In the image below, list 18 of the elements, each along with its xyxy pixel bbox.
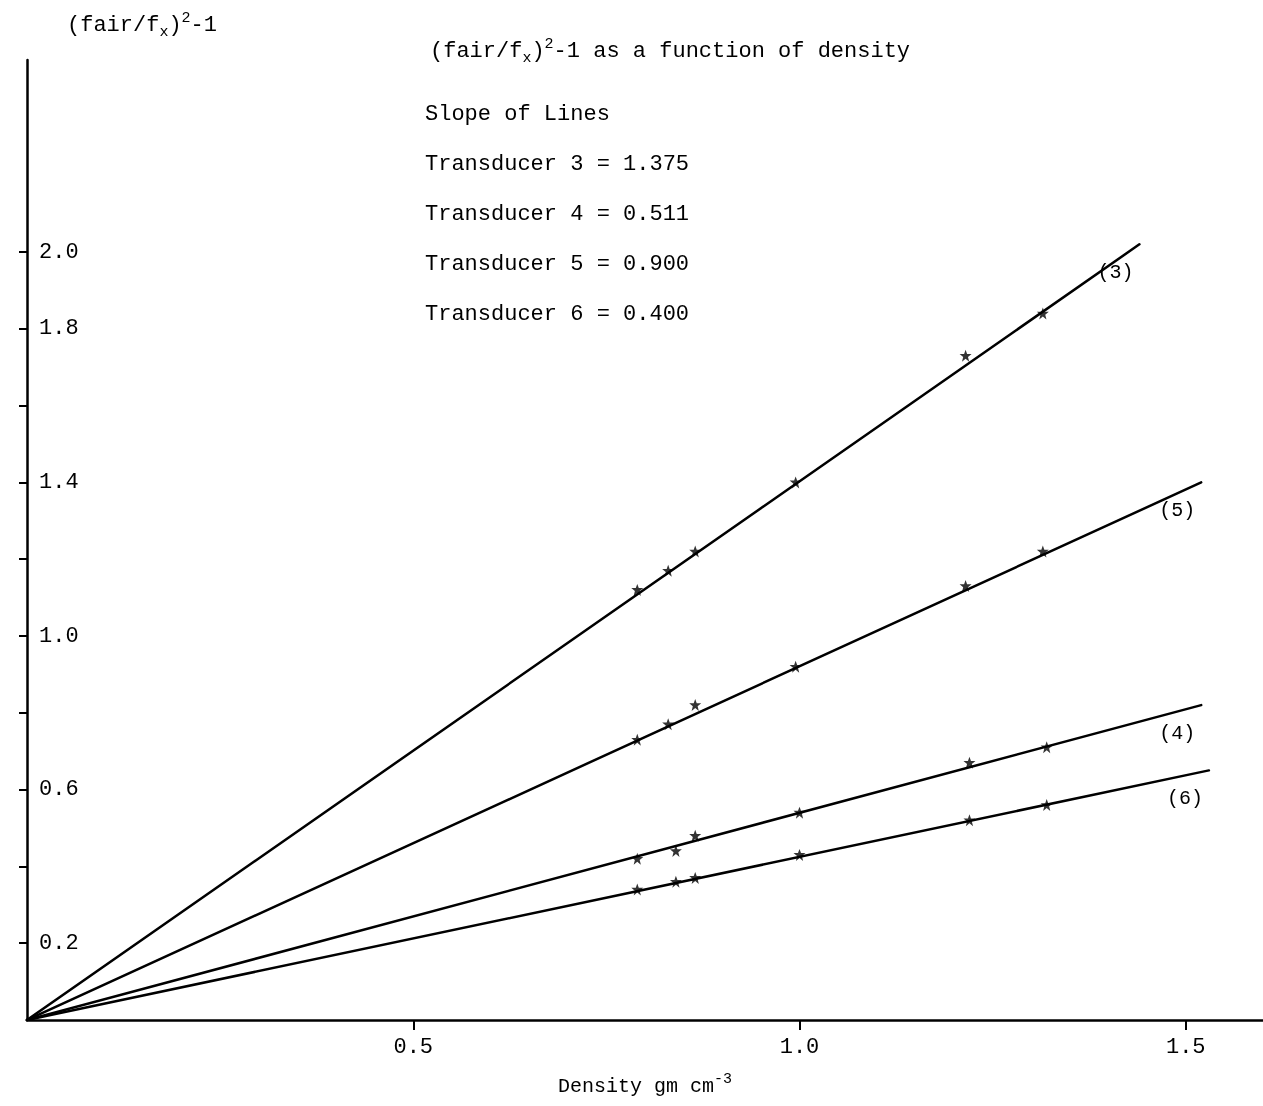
- y-tick-label: 2.0: [39, 239, 79, 265]
- annotation: Transducer 5 = 0.900: [425, 251, 690, 277]
- y-tick-label: 0.6: [39, 777, 79, 803]
- y-tick-label: 1.8: [39, 316, 79, 342]
- annotation: Transducer 4 = 0.511: [425, 201, 690, 227]
- series-label: (3): [1097, 260, 1134, 284]
- series-label: (5): [1159, 498, 1196, 522]
- series-label: (6): [1166, 786, 1203, 810]
- y-tick-label: 1.4: [39, 469, 79, 495]
- x-tick-label: 1.0: [779, 1034, 820, 1060]
- annotation: Slope of Lines: [425, 101, 610, 127]
- y-tick-label: 1.0: [39, 623, 79, 649]
- series-label: (4): [1159, 721, 1196, 745]
- x-tick-label: 1.5: [1165, 1034, 1206, 1060]
- annotation: Transducer 6 = 0.400: [425, 301, 690, 327]
- x-tick-label: 0.5: [393, 1034, 434, 1060]
- y-tick-label: 0.2: [39, 930, 79, 956]
- annotation: Transducer 3 = 1.375: [425, 151, 690, 177]
